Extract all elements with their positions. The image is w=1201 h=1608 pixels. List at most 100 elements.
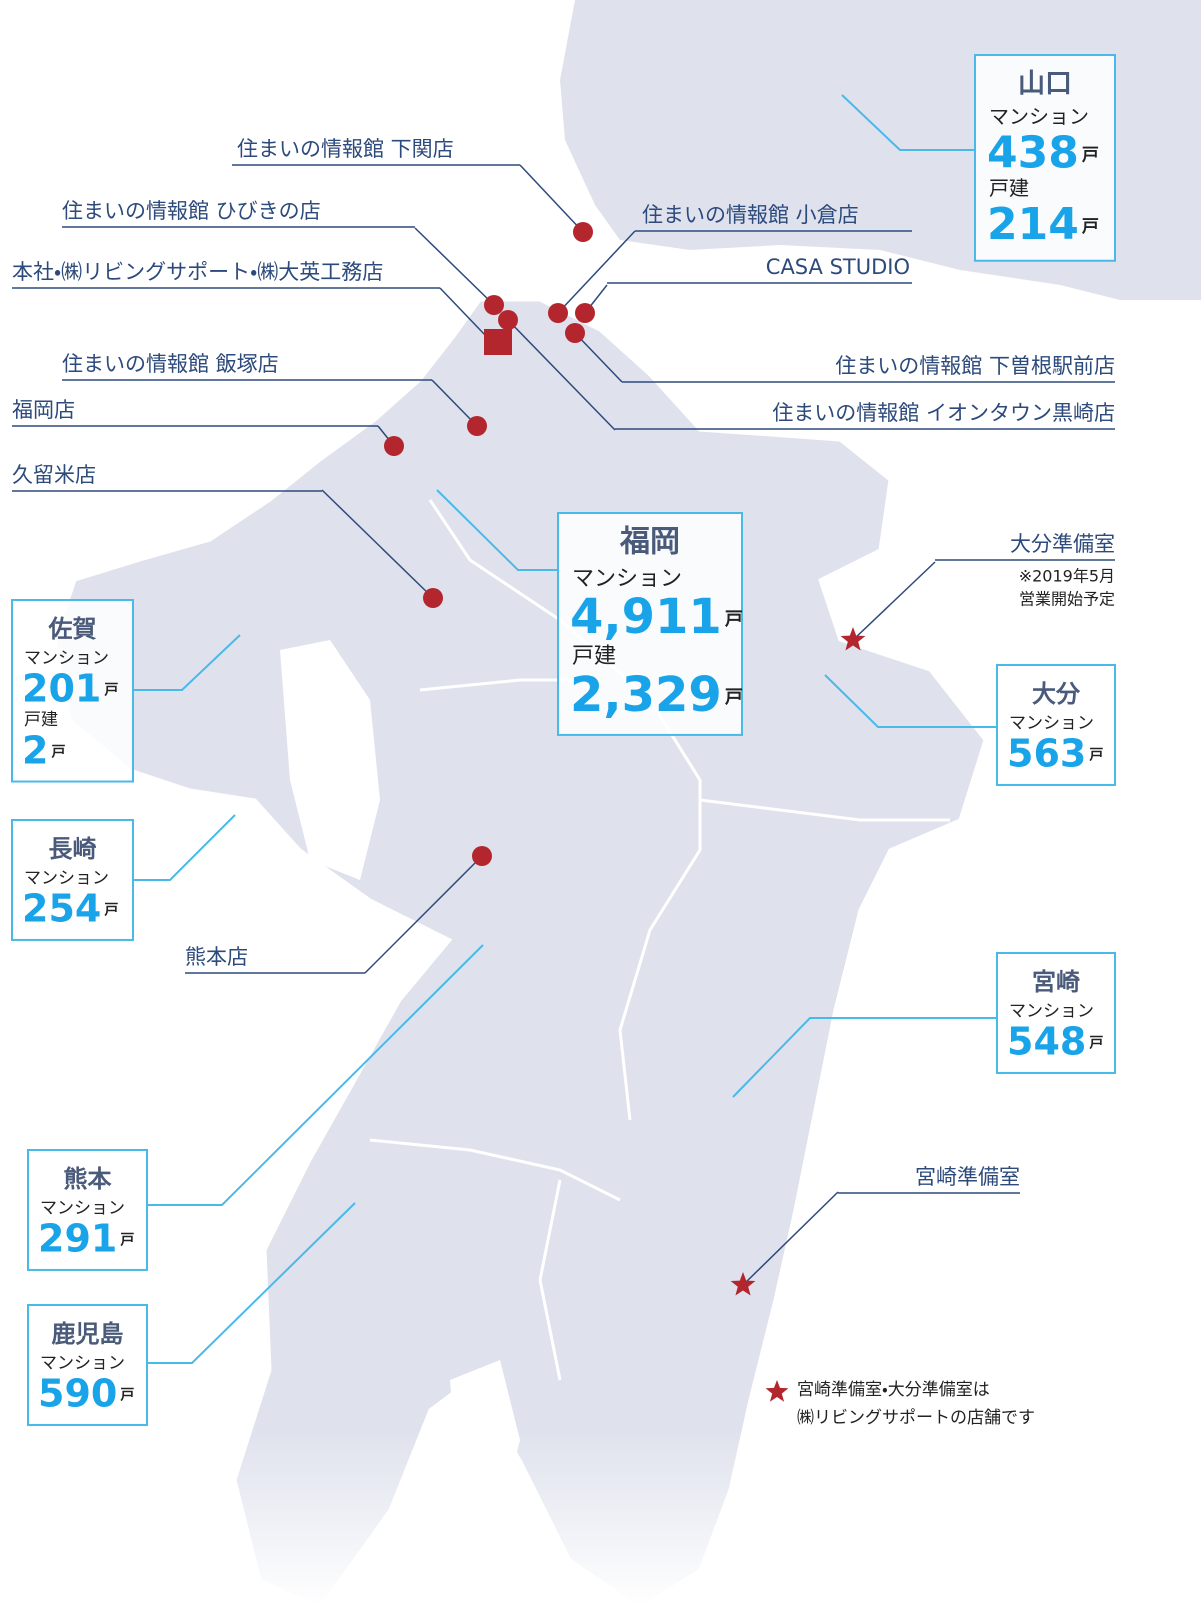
store-dot <box>467 416 487 436</box>
legend-text: 宮崎準備室・大分準備室は <box>797 1380 990 1400</box>
row-value: 590 <box>38 1371 117 1415</box>
office-star <box>730 1272 756 1296</box>
row-label: マンション <box>1009 1001 1094 1021</box>
row-label: マンション <box>1009 713 1094 733</box>
region-name: 熊本 <box>64 1165 113 1193</box>
store-label: 住まいの情報館 飯塚店 <box>62 352 279 376</box>
store-leader <box>742 1191 839 1286</box>
row-value: 291 <box>38 1216 117 1260</box>
store-dot <box>575 303 595 323</box>
store-dot <box>565 323 585 343</box>
bottom-fade <box>0 1430 1201 1608</box>
row-label: マンション <box>24 868 109 888</box>
store-label: 大分準備室 <box>1010 532 1115 556</box>
store-label: CASA STUDIO <box>766 255 910 279</box>
leader-line <box>133 814 236 881</box>
row-value: 4,911 <box>570 589 722 645</box>
row-unit: 戸 <box>1082 217 1099 237</box>
store-leader <box>431 379 478 427</box>
leader-line <box>824 674 997 728</box>
store-label: 住まいの情報館 イオンタウン黒崎店 <box>772 401 1115 425</box>
row-value: 2,329 <box>570 667 722 723</box>
region-box <box>27 1304 148 1426</box>
row-unit: 戸 <box>104 683 118 699</box>
leader-line <box>133 634 241 691</box>
row-value: 254 <box>22 886 101 930</box>
ariake-sea <box>280 640 380 880</box>
row-figure: 548 戸 <box>1007 1019 1103 1063</box>
region-box <box>974 54 1116 262</box>
row-label: マンション <box>24 648 109 668</box>
leader-line <box>147 944 484 1206</box>
region-box <box>557 512 743 736</box>
row-unit: 戸 <box>120 1233 134 1249</box>
row-figure: 201 戸 <box>22 666 118 710</box>
office-star <box>840 627 866 651</box>
row-unit: 戸 <box>51 744 65 760</box>
row-unit: 戸 <box>725 609 743 630</box>
oita-note: 営業開始予定 <box>1019 590 1115 609</box>
prefecture-borders <box>369 499 950 1381</box>
leader-line <box>436 489 558 571</box>
leader-line <box>732 1017 997 1098</box>
row-unit: 戸 <box>104 903 118 919</box>
row-figure: 2,329 戸 <box>570 667 743 723</box>
row-label: マンション <box>572 566 682 591</box>
row-unit: 戸 <box>1089 1036 1103 1052</box>
row-value: 201 <box>22 666 101 710</box>
row-label: マンション <box>40 1198 125 1218</box>
store-label: 住まいの情報館 ひびきの店 <box>62 199 321 223</box>
store-dot <box>573 222 593 242</box>
store-dot <box>423 588 443 608</box>
store-dot <box>472 846 492 866</box>
store-label: 本社・㈱リビングサポート・㈱大英工務店 <box>12 260 383 284</box>
region-name: 長崎 <box>49 835 97 863</box>
region-name: 大分 <box>1032 680 1081 708</box>
row-value: 548 <box>1007 1019 1086 1063</box>
row-figure: 291 戸 <box>38 1216 134 1260</box>
leader-line <box>841 94 975 151</box>
region-box <box>11 819 134 941</box>
row-label: 戸建 <box>989 176 1029 200</box>
row-unit: 戸 <box>1089 748 1103 764</box>
store-label: 住まいの情報館 小倉店 <box>642 203 859 227</box>
region-name: 佐賀 <box>48 615 97 643</box>
store-leader <box>321 489 434 599</box>
leader-line <box>147 1202 356 1364</box>
region-name: 山口 <box>1018 69 1072 100</box>
store-label: 熊本店 <box>185 945 248 969</box>
row-figure: 214 戸 <box>987 199 1099 250</box>
region-name: 鹿児島 <box>52 1320 124 1348</box>
store-leader <box>519 164 584 233</box>
row-label: マンション <box>40 1353 125 1373</box>
store-label: 住まいの情報館 下曽根駅前店 <box>835 354 1115 378</box>
row-unit: 戸 <box>120 1388 134 1404</box>
region-name: 宮崎 <box>1032 968 1080 996</box>
store-leader <box>574 332 623 383</box>
row-unit: 戸 <box>1082 146 1099 166</box>
store-label: 宮崎準備室 <box>915 1165 1020 1189</box>
row-figure: 4,911 戸 <box>570 589 743 645</box>
store-dot <box>548 303 568 323</box>
region-name: 福岡 <box>619 525 680 560</box>
region-box <box>27 1149 148 1271</box>
head-office-mark <box>484 329 512 355</box>
row-figure: 438 戸 <box>987 128 1099 179</box>
row-unit: 戸 <box>725 687 743 708</box>
row-value: 438 <box>987 128 1079 179</box>
store-leader <box>507 319 616 431</box>
row-label: 戸建 <box>572 644 616 669</box>
row-figure: 590 戸 <box>38 1371 134 1415</box>
row-label: 戸建 <box>24 710 58 730</box>
store-leader <box>439 287 486 336</box>
store-leader <box>852 561 936 641</box>
store-leader <box>364 855 483 974</box>
store-label: 福岡店 <box>12 398 75 422</box>
store-leader <box>414 227 495 306</box>
oita-note: ※2019年5月 <box>1019 567 1115 586</box>
store-dot <box>484 295 504 315</box>
store-label: 久留米店 <box>12 463 96 487</box>
row-value: 2 <box>22 728 48 772</box>
